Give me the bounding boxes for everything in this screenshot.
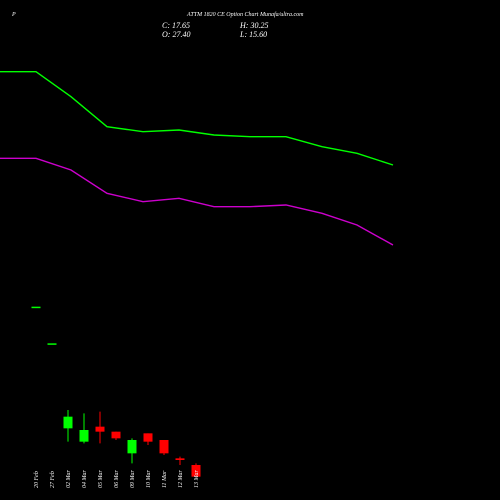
candle-3	[63, 410, 73, 442]
close-value: C: 17.65	[162, 21, 190, 30]
x-tick-label: 02 Mar	[66, 470, 72, 488]
high-value: H: 30.25	[239, 21, 268, 30]
candle-7	[127, 438, 137, 464]
x-tick-label: 06 Mar	[114, 470, 120, 488]
x-tick-label: 11 Mar	[162, 470, 168, 488]
candle-body	[143, 433, 153, 442]
upper-band-line	[0, 70, 394, 166]
candle-body	[127, 440, 137, 454]
candle-body	[111, 431, 121, 439]
candle-6	[111, 431, 121, 440]
x-tick-label: 27 Feb	[50, 471, 56, 488]
candle-4	[79, 413, 89, 444]
x-tick-label: 12 Mar	[178, 470, 184, 488]
candle-10	[175, 456, 185, 465]
candle-body	[47, 343, 57, 345]
x-tick-label: 20 Feb	[34, 471, 40, 488]
candle-2	[47, 343, 57, 345]
candle-body	[79, 430, 89, 442]
x-tick-label: 09 Mar	[130, 470, 136, 488]
x-tick-label: 13 Mar	[194, 470, 200, 488]
candle-1	[31, 306, 41, 309]
candle-body	[95, 426, 105, 432]
candle-body	[63, 416, 73, 429]
chart-title: ATTM 1820 CE Option Chart Munafa/ultra.c…	[186, 11, 304, 18]
x-tick-label: 04 Mar	[81, 470, 88, 488]
candle-body	[159, 440, 169, 454]
x-axis-labels: 20 Feb 27 Feb 02 Mar 04 Mar 05 Mar 06 Mar 09 M…	[34, 470, 200, 488]
bands-layer	[0, 70, 394, 246]
candle-5	[95, 411, 105, 444]
candle-9	[159, 440, 169, 455]
candles-layer	[31, 306, 201, 477]
candle-body	[175, 458, 185, 460]
x-tick-label: 10 Mar	[146, 470, 152, 488]
low-value: L: 15.60	[239, 30, 267, 39]
lower-band-line	[0, 157, 394, 246]
x-tick-label: 05 Mar	[98, 470, 104, 488]
header-prefix: P	[11, 12, 16, 18]
candle-body	[191, 465, 201, 477]
candle-8	[143, 433, 153, 445]
open-value: O: 27.40	[162, 30, 190, 39]
candle-11	[191, 463, 201, 477]
candle-body	[31, 306, 41, 309]
